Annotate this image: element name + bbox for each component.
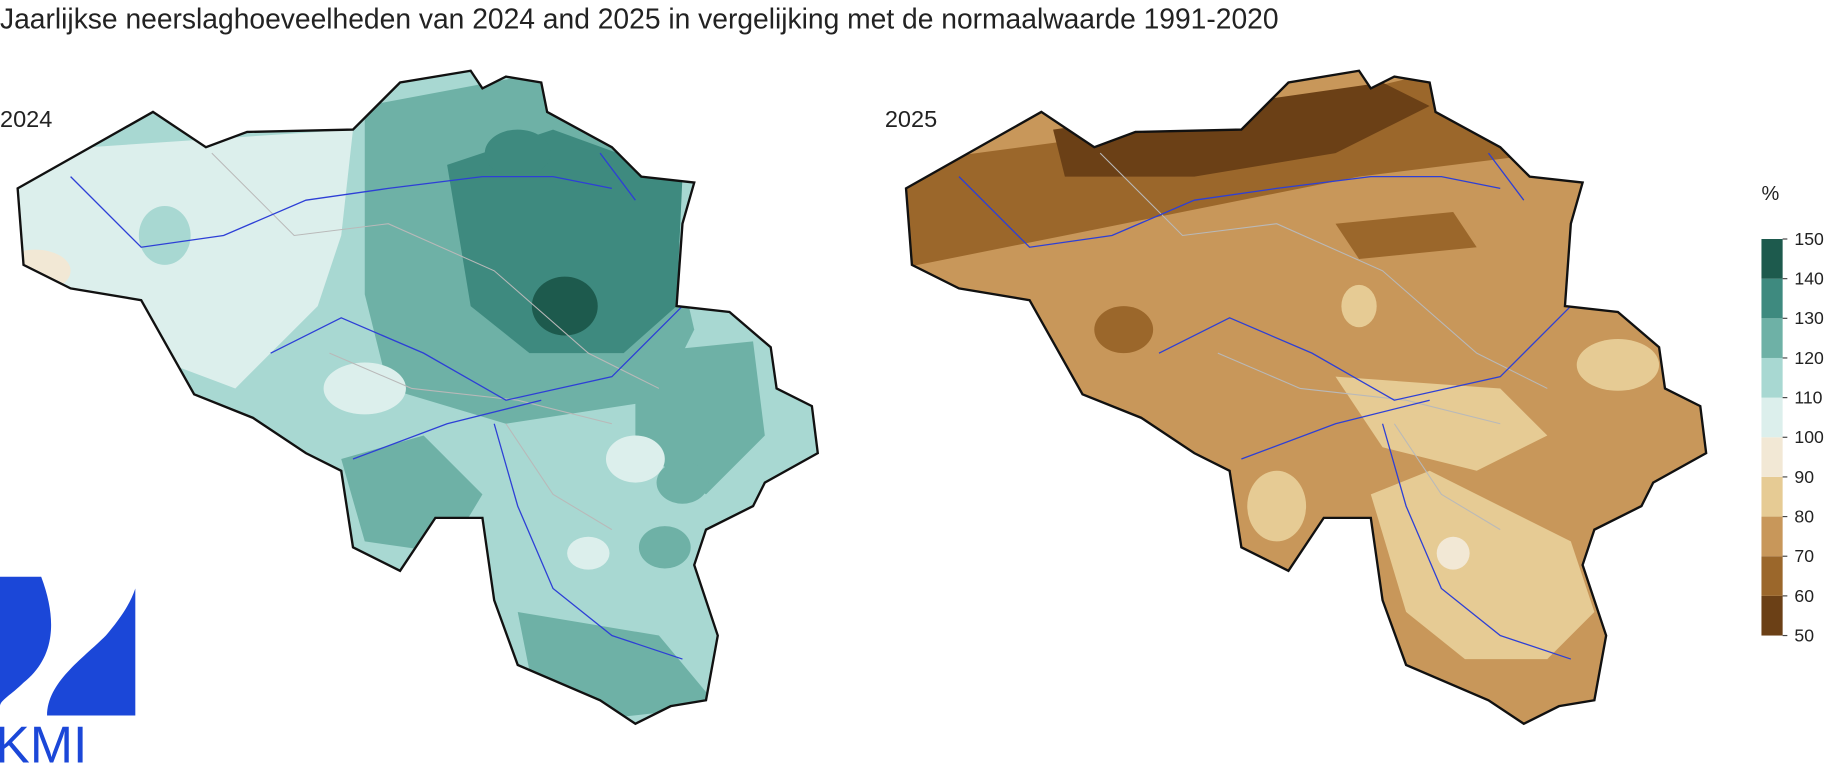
legend-tick-label: 130 <box>1794 308 1824 328</box>
legend-tick-label: 90 <box>1794 467 1814 487</box>
legend-tick-label: 120 <box>1794 348 1824 368</box>
legend-swatch <box>1761 397 1783 438</box>
legend-tick-label: 150 <box>1794 229 1824 249</box>
legend-swatch <box>1761 476 1783 517</box>
legend-tick-label: 140 <box>1794 269 1824 289</box>
legend-tick-label: 110 <box>1794 388 1822 408</box>
legend-swatch <box>1761 516 1783 557</box>
legend-tick-label: 60 <box>1794 586 1814 606</box>
legend-swatch <box>1761 357 1783 398</box>
panel-label: 2024 <box>0 106 52 132</box>
legend-tick-label: 50 <box>1794 625 1814 645</box>
legend-swatch <box>1761 595 1783 636</box>
map-2025 <box>904 69 1708 725</box>
legend-swatch <box>1761 278 1783 319</box>
legend-tick-label: 100 <box>1794 427 1824 447</box>
legend-tick-label: 80 <box>1794 506 1814 526</box>
legend-swatch <box>1761 437 1783 477</box>
logo-text: KMI <box>0 716 87 771</box>
logo: KMI <box>0 576 136 771</box>
panel-label: 2025 <box>885 106 937 132</box>
legend-swatch <box>1761 556 1783 596</box>
legend: % 150 140 130 120 110 100 90 80 70 60 50 <box>1761 183 1824 645</box>
legend-tick-label: 70 <box>1794 546 1814 566</box>
title: Jaarlijkse neerslaghoeveelheden van 2024… <box>0 2 1279 34</box>
legend-swatch <box>1761 239 1783 279</box>
legend-swatch <box>1761 318 1783 358</box>
legend-unit: % <box>1761 183 1779 205</box>
